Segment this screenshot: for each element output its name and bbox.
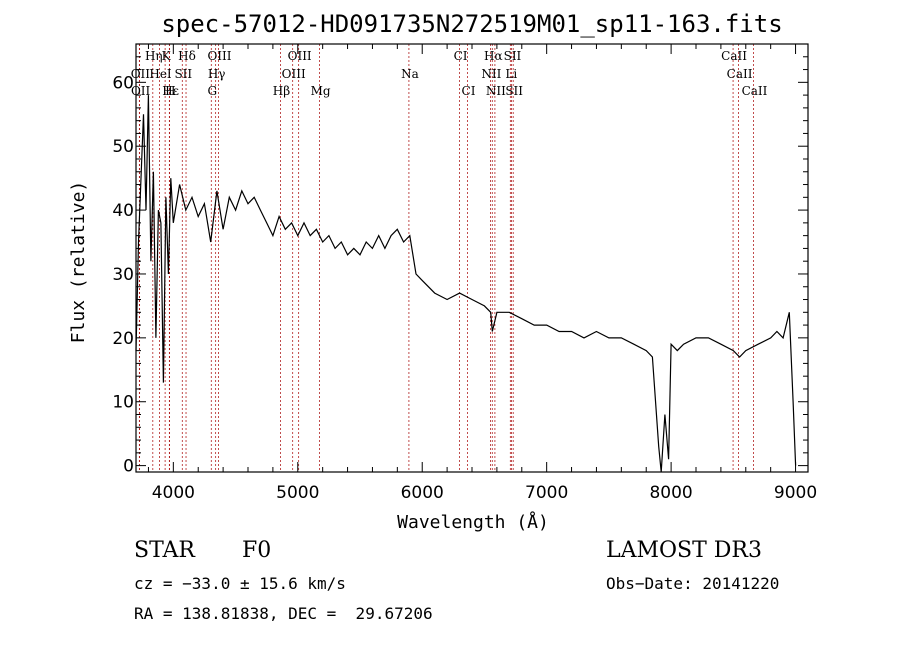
plot-frame — [135, 43, 809, 473]
spectral-line-label: SII — [174, 67, 192, 81]
redshift-readout: cz = −33.0 ± 15.6 km/s — [134, 574, 346, 593]
x-axis-label: Wavelength (Å) — [397, 511, 549, 533]
spectral-line-label: CaII — [727, 67, 753, 81]
spectral-line-label: Hγ — [208, 67, 226, 81]
spectral-line-label: CaII — [721, 49, 747, 63]
spectral-line-label: Na — [401, 67, 419, 81]
y-axis-label: Flux (relative) — [68, 181, 89, 344]
object-subclass: F0 — [242, 538, 272, 563]
x-tick-label: 9000 — [774, 483, 817, 503]
y-axis-ticks: 0 10 20 30 40 50 60 — [112, 56, 808, 477]
spectral-line-label: CI — [454, 49, 468, 63]
spectral-line-label: Hα — [484, 49, 503, 63]
spectral-line-label: Hδ — [178, 49, 196, 63]
y-tick-label: 50 — [112, 137, 134, 157]
y-tick-label: 60 — [112, 73, 134, 93]
spectral-line-label: NII — [486, 84, 506, 98]
spectral-line-label: Hη — [145, 49, 163, 63]
spectral-line-label: CI — [462, 84, 476, 98]
x-tick-label: 4000 — [152, 483, 195, 503]
spectral-line-label: H — [165, 84, 175, 98]
x-tick-label: 8000 — [649, 483, 692, 503]
spectrum-series-line — [135, 95, 797, 473]
spectral-line-markers — [138, 44, 754, 472]
y-tick-label: 30 — [112, 265, 134, 285]
y-tick-label: 10 — [112, 393, 134, 413]
spectral-line-label: K — [162, 49, 172, 63]
spectral-line-label: NII — [481, 67, 501, 81]
observation-date: Obs−Date: 20141220 — [606, 574, 780, 593]
spectral-line-label: SII — [505, 84, 523, 98]
spectral-line-label: OIII — [288, 49, 312, 63]
spectral-line-label: Hβ — [273, 84, 290, 98]
spectral-line-label: Li — [505, 67, 517, 81]
spectral-line-label: CaII — [742, 84, 768, 98]
coordinates-readout: RA = 138.81838, DEC = 29.67206 — [134, 604, 433, 623]
survey-name: LAMOST DR3 — [606, 538, 762, 563]
object-class: STAR — [134, 538, 195, 563]
spectral-line-label: SII — [504, 49, 522, 63]
chart-title: spec-57012-HD091735N272519M01_sp11-163.f… — [161, 10, 782, 38]
spectral-line-label: Hε — [162, 84, 179, 98]
y-tick-label: 40 — [112, 201, 134, 221]
y-tick-label: 0 — [123, 457, 134, 477]
y-tick-label: 20 — [112, 329, 134, 349]
spectral-line-label: OIII — [282, 67, 306, 81]
x-tick-label: 7000 — [525, 483, 568, 503]
x-axis-ticks: 4000 5000 6000 7000 8000 9000 — [147, 44, 817, 503]
x-tick-label: 6000 — [401, 483, 444, 503]
spectral-line-label: OIII — [207, 49, 231, 63]
spectral-line-label: Mg — [311, 84, 331, 98]
spectral-line-label: G — [207, 84, 217, 98]
spectral-line-label: HeI — [149, 67, 172, 81]
x-tick-label: 5000 — [276, 483, 319, 503]
